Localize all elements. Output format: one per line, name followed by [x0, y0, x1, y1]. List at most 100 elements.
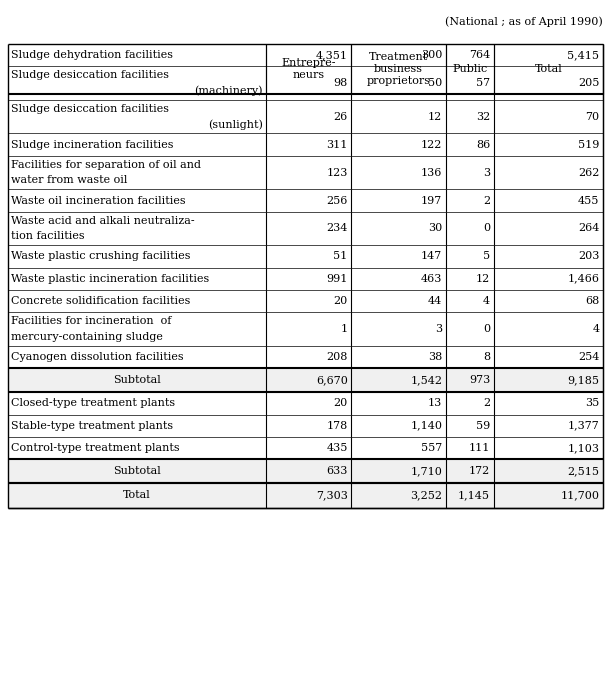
Text: 2,515: 2,515	[568, 466, 599, 476]
Text: 35: 35	[585, 398, 599, 408]
Text: 4,351: 4,351	[316, 50, 348, 60]
Text: 5: 5	[483, 251, 490, 262]
Text: (National ; as of April 1990): (National ; as of April 1990)	[445, 17, 603, 28]
Text: Waste plastic crushing facilities: Waste plastic crushing facilities	[11, 251, 191, 262]
Text: 11,700: 11,700	[560, 491, 599, 500]
Bar	[8, 368, 603, 392]
Text: 3: 3	[435, 324, 442, 334]
Text: (sunlight): (sunlight)	[208, 119, 263, 129]
Text: 1,140: 1,140	[411, 421, 442, 431]
Text: Concrete solidification facilities: Concrete solidification facilities	[11, 296, 191, 306]
Text: 234: 234	[326, 224, 348, 233]
Text: 262: 262	[578, 168, 599, 177]
Text: 57: 57	[476, 78, 490, 88]
Text: Waste oil incineration facilities: Waste oil incineration facilities	[11, 195, 186, 206]
Text: Waste acid and alkali neutraliza-: Waste acid and alkali neutraliza-	[11, 216, 195, 226]
Text: 197: 197	[421, 195, 442, 206]
Text: 0: 0	[483, 324, 490, 334]
Text: Stable-type treatment plants: Stable-type treatment plants	[11, 421, 173, 431]
Text: 30: 30	[428, 224, 442, 233]
Text: 32: 32	[476, 112, 490, 121]
Text: 51: 51	[334, 251, 348, 262]
Text: 0: 0	[483, 224, 490, 233]
Text: 178: 178	[326, 421, 348, 431]
Text: 6,670: 6,670	[316, 375, 348, 385]
Text: 1,103: 1,103	[568, 443, 599, 453]
Text: tion facilities: tion facilities	[11, 231, 84, 241]
Text: 44: 44	[428, 296, 442, 306]
Text: Total: Total	[535, 64, 562, 74]
Text: Subtotal: Subtotal	[113, 466, 161, 476]
Bar	[8, 459, 603, 483]
Text: 1,466: 1,466	[568, 274, 599, 284]
Text: 7,303: 7,303	[316, 491, 348, 500]
Text: 2: 2	[483, 195, 490, 206]
Text: 557: 557	[421, 443, 442, 453]
Text: 12: 12	[428, 112, 442, 121]
Text: Waste plastic incineration facilities: Waste plastic incineration facilities	[11, 274, 209, 284]
Text: 38: 38	[428, 352, 442, 362]
Text: 147: 147	[421, 251, 442, 262]
Text: 254: 254	[578, 352, 599, 362]
Text: 20: 20	[334, 398, 348, 408]
Text: 1: 1	[340, 324, 348, 334]
Text: 172: 172	[469, 466, 490, 476]
Text: Public: Public	[452, 64, 488, 74]
Text: 3,252: 3,252	[411, 491, 442, 500]
Text: Facilities for separation of oil and: Facilities for separation of oil and	[11, 160, 201, 170]
Text: 122: 122	[421, 140, 442, 150]
Text: 13: 13	[428, 398, 442, 408]
Text: Facilities for incineration  of: Facilities for incineration of	[11, 316, 171, 326]
Text: 208: 208	[326, 352, 348, 362]
Text: 50: 50	[428, 78, 442, 88]
Text: Entrepre-
neurs: Entrepre- neurs	[281, 58, 336, 80]
Text: 70: 70	[585, 112, 599, 121]
Text: 973: 973	[469, 375, 490, 385]
Text: Subtotal: Subtotal	[113, 375, 161, 385]
Text: 111: 111	[469, 443, 490, 453]
Text: 1,710: 1,710	[411, 466, 442, 476]
Text: 4: 4	[483, 296, 490, 306]
Text: 991: 991	[326, 274, 348, 284]
Text: Control-type treatment plants: Control-type treatment plants	[11, 443, 180, 453]
Text: 463: 463	[421, 274, 442, 284]
Text: Total: Total	[123, 491, 151, 500]
Text: Sludge desiccation facilities: Sludge desiccation facilities	[11, 70, 169, 80]
Text: 1,145: 1,145	[458, 491, 490, 500]
Text: 205: 205	[578, 78, 599, 88]
Text: 26: 26	[334, 112, 348, 121]
Text: 2: 2	[483, 398, 490, 408]
Text: 9,185: 9,185	[568, 375, 599, 385]
Text: Closed-type treatment plants: Closed-type treatment plants	[11, 398, 175, 408]
Text: 633: 633	[326, 466, 348, 476]
Text: 20: 20	[334, 296, 348, 306]
Text: Sludge desiccation facilities: Sludge desiccation facilities	[11, 104, 169, 114]
Text: 12: 12	[476, 274, 490, 284]
Text: 311: 311	[326, 140, 348, 150]
Text: 59: 59	[476, 421, 490, 431]
Text: Treatment
business
proprietors: Treatment business proprietors	[367, 53, 431, 86]
Text: 8: 8	[483, 352, 490, 362]
Text: 264: 264	[578, 224, 599, 233]
Text: 86: 86	[476, 140, 490, 150]
Text: mercury-containing sludge: mercury-containing sludge	[11, 332, 163, 342]
Text: 136: 136	[421, 168, 442, 177]
Text: 435: 435	[326, 443, 348, 453]
Text: 123: 123	[326, 168, 348, 177]
Text: 1,377: 1,377	[568, 421, 599, 431]
Text: 4: 4	[592, 324, 599, 334]
Text: 203: 203	[578, 251, 599, 262]
Text: Sludge dehydration facilities: Sludge dehydration facilities	[11, 50, 173, 60]
Text: 68: 68	[585, 296, 599, 306]
Text: water from waste oil: water from waste oil	[11, 175, 127, 185]
Text: 300: 300	[421, 50, 442, 60]
Text: (machinery): (machinery)	[194, 86, 263, 96]
Text: Cyanogen dissolution facilities: Cyanogen dissolution facilities	[11, 352, 184, 362]
Text: 5,415: 5,415	[568, 50, 599, 60]
Text: Sludge incineration facilities: Sludge incineration facilities	[11, 140, 174, 150]
Text: 1,542: 1,542	[411, 375, 442, 385]
Text: 3: 3	[483, 168, 490, 177]
Bar	[8, 483, 603, 508]
Text: 98: 98	[334, 78, 348, 88]
Text: 256: 256	[326, 195, 348, 206]
